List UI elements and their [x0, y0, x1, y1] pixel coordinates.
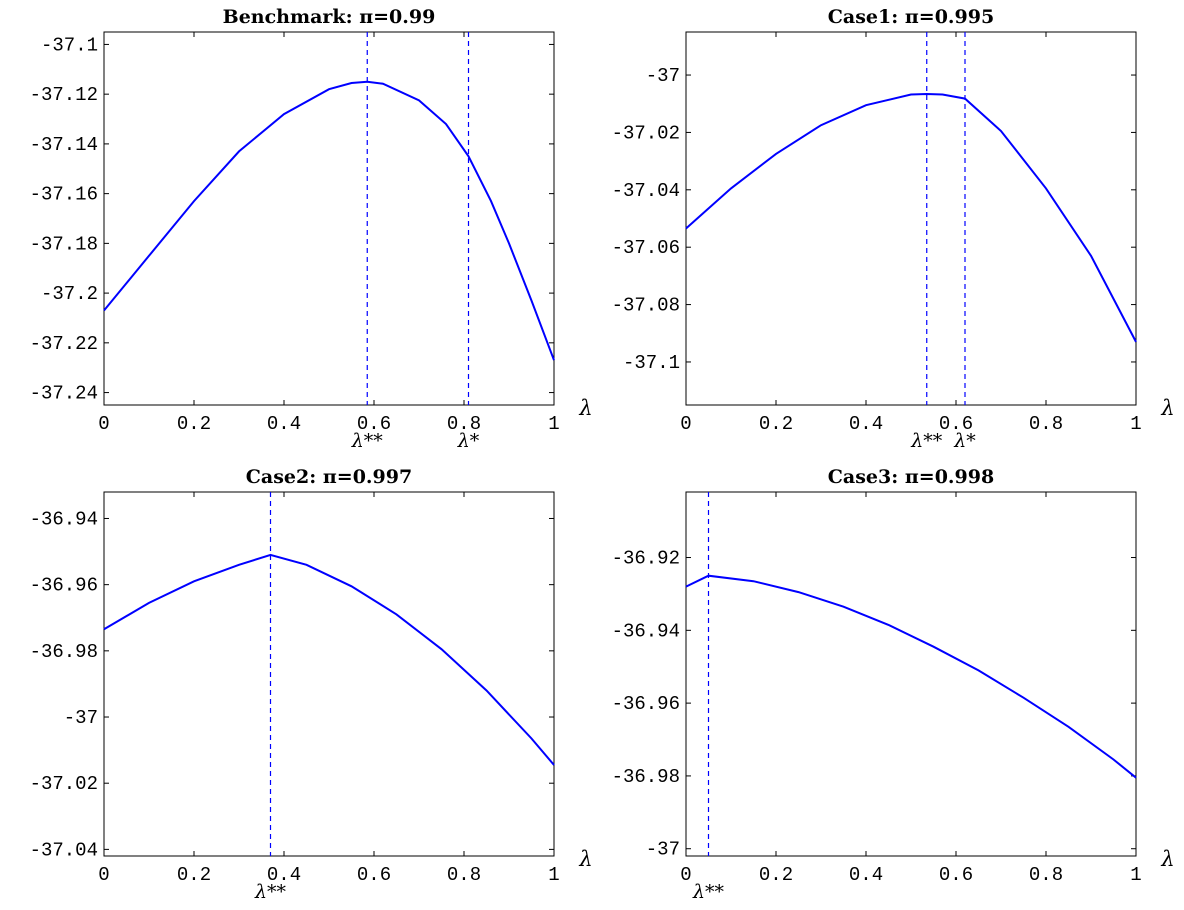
y-tick-label: -37.22 [30, 333, 98, 355]
axes-frame [103, 31, 555, 406]
marker-label: λ** [910, 430, 943, 452]
axes-frame [685, 31, 1137, 406]
panel-title-math: π=0.99 [359, 6, 435, 28]
y-tick-label: -37.18 [30, 233, 98, 255]
y-tick-label: -37.02 [30, 773, 98, 795]
x-tick-label: 0.2 [177, 864, 211, 886]
y-tick-label: -37.1 [41, 34, 98, 56]
x-axis-label: λ [578, 847, 592, 871]
y-tick-label: -37 [646, 65, 680, 87]
panel-title-math: π=0.998 [905, 466, 994, 488]
chart-panel-case3: Case3: π=0.998 0 0.2 0.4 0.6 0.8 1 -36.92 -36.94… [612, 466, 1175, 903]
panel-title: Case1: π=0.995 [828, 6, 994, 28]
y-tick-label: -37.1 [623, 352, 680, 374]
x-tick-label: 0 [98, 864, 109, 886]
x-tick-label: 1 [548, 413, 559, 435]
x-tick-label: 0.6 [939, 413, 973, 435]
y-tick-label: -36.96 [612, 693, 680, 715]
x-tick-label: 1 [1130, 864, 1141, 886]
x-tick-label: 0 [98, 413, 109, 435]
y-tick-label: -37.16 [30, 184, 98, 206]
x-tick-label: 0.4 [849, 864, 883, 886]
series-line [103, 553, 555, 766]
marker-label: λ* [953, 430, 976, 452]
panel-title: Case2: π=0.997 [246, 466, 412, 488]
x-tick-label: 0.4 [267, 864, 301, 886]
y-tick-label: -36.92 [612, 548, 680, 570]
x-tick-label: 0.2 [759, 413, 793, 435]
panel-title: Case3: π=0.998 [828, 466, 994, 488]
y-tick-label: -37.04 [30, 839, 98, 861]
x-tick-label: 0 [680, 413, 691, 435]
panel-title-math: π=0.995 [905, 6, 994, 28]
x-tick-label: 0.6 [357, 413, 391, 435]
y-tick-label: -37.12 [30, 84, 98, 106]
y-tick-label: -37.06 [612, 237, 680, 259]
y-tick-label: -36.98 [612, 766, 680, 788]
panel-title-text: Case1: [828, 6, 905, 28]
series-line [685, 92, 1137, 343]
y-tick-label: -37 [64, 707, 98, 729]
x-axis-label: λ [1160, 847, 1174, 871]
marker-label: λ** [254, 881, 287, 903]
marker-label: λ* [457, 430, 480, 452]
x-tick-label: 0.8 [1029, 413, 1063, 435]
x-tick-label: 0 [680, 864, 691, 886]
x-tick-label: 0.8 [1029, 864, 1063, 886]
x-tick-label: 0.4 [849, 413, 883, 435]
y-tick-label: -37.04 [612, 180, 680, 202]
x-tick-label: 1 [548, 864, 559, 886]
y-tick-label: -37.2 [41, 283, 98, 305]
x-tick-label: 0.2 [759, 864, 793, 886]
axes-frame [103, 491, 555, 857]
x-tick-label: 0.4 [267, 413, 301, 435]
chart-panel-case1: Case1: π=0.995 0 0.2 0.4 0.6 0.8 1 -37 -37.02 -37… [612, 6, 1175, 452]
panel-title-text: Case3: [828, 466, 905, 488]
x-axis-label: λ [1160, 396, 1174, 420]
axes-frame [685, 491, 1137, 857]
x-tick-label: 0.6 [357, 864, 391, 886]
chart-panel-case2: Case2: π=0.997 0 0.2 0.4 0.6 0.8 1 -36.94 -36.96… [30, 466, 593, 903]
x-tick-label: 1 [1130, 413, 1141, 435]
x-tick-label: 0.8 [447, 864, 481, 886]
y-tick-label: -37.24 [30, 383, 98, 405]
y-tick-label: -37.02 [612, 122, 680, 144]
marker-label: λ** [351, 430, 384, 452]
y-tick-label: -36.94 [612, 620, 680, 642]
panel-title: Benchmark: π=0.99 [223, 6, 436, 28]
chart-panel-benchmark: Benchmark: π=0.99 0 0.2 0.4 0.6 0.8 1 -37.1 -37.… [30, 6, 593, 452]
series-line [103, 80, 555, 361]
series-line [685, 574, 1137, 779]
x-tick-label: 0.2 [177, 413, 211, 435]
panel-title-text: Case2: [246, 466, 323, 488]
x-axis-label: λ [578, 396, 592, 420]
y-tick-label: -37 [646, 839, 680, 861]
x-tick-label: 0.8 [447, 413, 481, 435]
panel-title-math: π=0.997 [323, 466, 412, 488]
y-tick-label: -36.96 [30, 575, 98, 597]
panel-title-text: Benchmark: [223, 6, 360, 28]
y-tick-label: -36.94 [30, 508, 98, 530]
marker-label: λ** [692, 881, 725, 903]
y-tick-label: -37.14 [30, 134, 98, 156]
y-tick-label: -36.98 [30, 641, 98, 663]
y-tick-label: -37.08 [612, 295, 680, 317]
x-tick-label: 0.6 [939, 864, 973, 886]
